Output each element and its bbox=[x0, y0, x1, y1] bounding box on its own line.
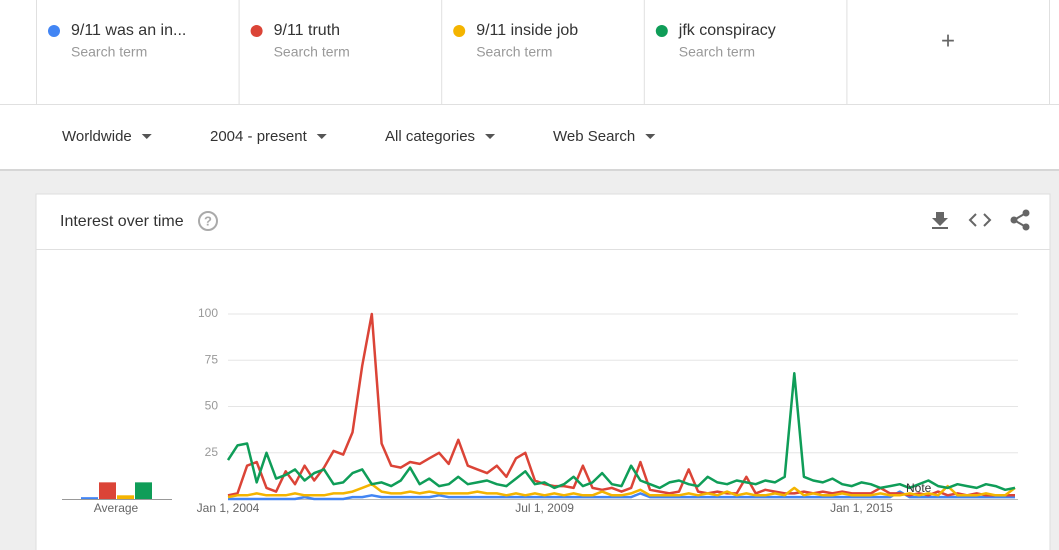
filter-dropdown[interactable]: Web Search bbox=[553, 128, 635, 145]
average-bar bbox=[135, 482, 152, 499]
download-arrow[interactable] bbox=[932, 212, 948, 226]
average-bar bbox=[99, 482, 116, 499]
y-tick-label: 50 bbox=[205, 399, 219, 413]
download-base[interactable] bbox=[932, 227, 948, 229]
term-name[interactable]: 9/11 inside job bbox=[476, 22, 578, 39]
term-name[interactable]: jfk conspiracy bbox=[678, 22, 776, 39]
y-tick-label: 25 bbox=[205, 445, 219, 459]
term-color-dot[interactable] bbox=[655, 25, 668, 37]
card-title: Interest over time bbox=[60, 213, 184, 230]
add-term-button[interactable]: + bbox=[941, 27, 955, 54]
filter-dropdown[interactable]: 2004 - present bbox=[210, 128, 308, 145]
chart-annotation[interactable]: Note bbox=[906, 481, 932, 495]
filter-dropdown[interactable]: All categories bbox=[385, 128, 475, 145]
dropdown-arrow[interactable] bbox=[316, 134, 327, 139]
dropdown-arrow[interactable] bbox=[141, 134, 152, 139]
term-color-dot[interactable] bbox=[48, 25, 60, 37]
term-subtitle[interactable]: Search term bbox=[679, 44, 755, 60]
share-node[interactable] bbox=[1022, 223, 1030, 231]
help-icon[interactable] bbox=[198, 211, 218, 231]
chart: 25 50 75 100 Jan 1, 2004 Jul 1, 2009 Jan 1, 20… bbox=[62, 306, 1018, 515]
share-icon[interactable] bbox=[1010, 209, 1030, 231]
term-name[interactable]: 9/11 truth bbox=[274, 22, 340, 39]
x-tick-label: Jul 1, 2009 bbox=[515, 501, 574, 515]
x-tick-label: Jan 1, 2004 bbox=[197, 501, 260, 515]
series-line bbox=[228, 490, 1015, 501]
x-tick-label: Jan 1, 2015 bbox=[830, 501, 893, 515]
dropdown-arrow[interactable] bbox=[645, 134, 656, 139]
series-line bbox=[227, 482, 1016, 499]
help-icon-label[interactable]: ? bbox=[204, 213, 212, 228]
card bbox=[35, 193, 1051, 550]
dropdown-arrow[interactable] bbox=[485, 134, 496, 139]
term-subtitle[interactable]: Search term bbox=[274, 44, 350, 60]
filter-bar: Worldwide 2004 - present All categories Web… bbox=[62, 128, 656, 145]
term-name[interactable]: 9/11 was an in... bbox=[71, 22, 186, 39]
series-line bbox=[226, 371, 1016, 492]
y-tick-label: 100 bbox=[198, 306, 218, 320]
download-icon[interactable] bbox=[932, 212, 948, 229]
term-subtitle[interactable]: Search term bbox=[476, 44, 552, 60]
header-shadow bbox=[0, 169, 1059, 171]
search-term-tiles: 9/11 was an in... Search term 9/11 truth Se… bbox=[36, 0, 1050, 104]
term-subtitle[interactable]: Search term bbox=[71, 44, 147, 60]
average-bar bbox=[81, 497, 98, 499]
average-bar bbox=[117, 495, 134, 499]
share-node[interactable] bbox=[1010, 216, 1018, 224]
y-tick-label: 75 bbox=[205, 352, 219, 366]
share-node[interactable] bbox=[1022, 209, 1030, 217]
embed-icon[interactable] bbox=[968, 213, 992, 227]
header-background bbox=[0, 0, 1059, 169]
term-color-dot[interactable] bbox=[250, 25, 263, 37]
average-label: Average bbox=[94, 501, 139, 515]
term-color-dot[interactable] bbox=[453, 25, 466, 37]
filter-dropdown[interactable]: Worldwide bbox=[62, 128, 132, 145]
series-line bbox=[227, 312, 1015, 497]
